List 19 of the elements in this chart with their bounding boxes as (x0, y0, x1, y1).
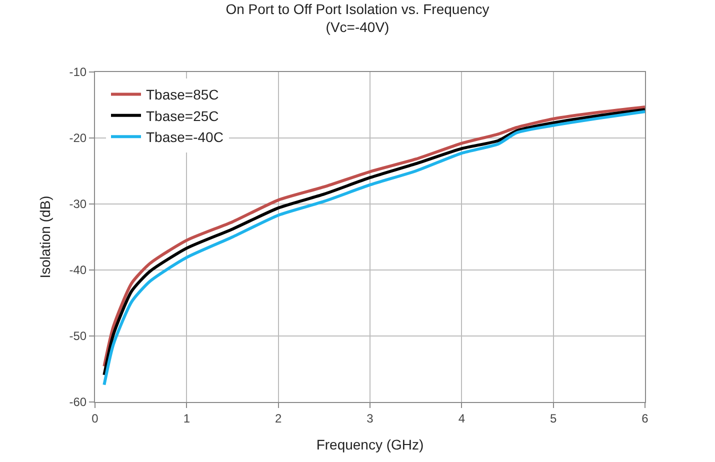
x-tick-label: 0 (92, 411, 99, 426)
chart-title: On Port to Off Port Isolation vs. Frequency (Vc=-40V) (226, 0, 490, 36)
x-tick-label: 4 (458, 411, 466, 426)
y-tick-label: -40 (69, 263, 87, 278)
legend-label: Tbase=25C (146, 108, 219, 124)
legend-label: Tbase=85C (146, 86, 219, 103)
legend-label: Tbase=-40C (146, 129, 224, 146)
y-axis-title: Isolation (dB) (36, 196, 53, 278)
y-tick-label: -50 (69, 329, 87, 344)
x-tick-label: 5 (550, 411, 557, 426)
x-tick-label: 1 (183, 411, 190, 426)
y-tick-label: -60 (69, 395, 87, 410)
x-tick-label: 6 (642, 411, 649, 426)
x-tick-label: 2 (274, 411, 282, 426)
x-axis-title: Frequency (GHz) (316, 436, 424, 453)
y-tick-label: -10 (69, 65, 87, 80)
x-tick-label: 3 (366, 411, 374, 426)
y-tick-label: -20 (69, 131, 87, 146)
y-tick-label: -30 (69, 197, 87, 212)
